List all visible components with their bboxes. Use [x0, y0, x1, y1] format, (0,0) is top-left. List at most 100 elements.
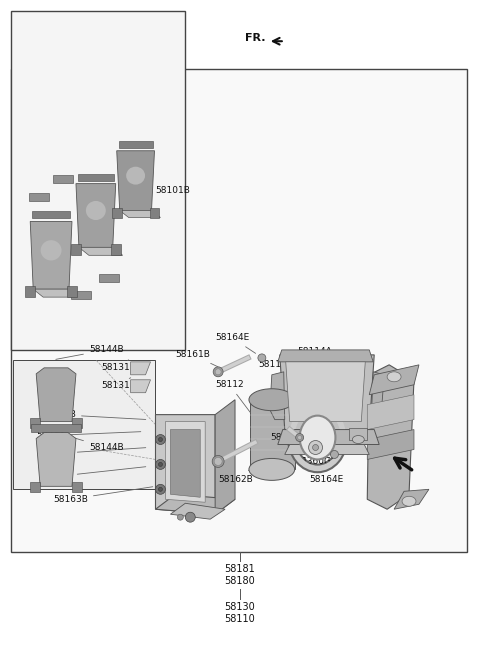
Circle shape: [158, 462, 162, 466]
Polygon shape: [33, 289, 79, 297]
Polygon shape: [120, 211, 160, 218]
Ellipse shape: [402, 497, 416, 506]
Ellipse shape: [300, 416, 336, 459]
Polygon shape: [13, 360, 156, 489]
Bar: [12, 11, 185, 350]
Ellipse shape: [249, 389, 295, 411]
Polygon shape: [131, 362, 151, 375]
Polygon shape: [36, 368, 76, 422]
Circle shape: [330, 451, 338, 459]
Polygon shape: [79, 247, 123, 255]
Polygon shape: [71, 244, 81, 255]
Polygon shape: [117, 151, 155, 211]
Polygon shape: [369, 372, 384, 420]
Circle shape: [212, 455, 224, 468]
Polygon shape: [131, 380, 151, 393]
Polygon shape: [156, 415, 215, 514]
Polygon shape: [166, 422, 205, 502]
Circle shape: [215, 369, 221, 375]
Polygon shape: [76, 184, 116, 247]
Circle shape: [213, 367, 223, 377]
Polygon shape: [367, 430, 414, 459]
Polygon shape: [53, 174, 73, 182]
Circle shape: [258, 354, 266, 362]
Polygon shape: [270, 372, 285, 420]
Circle shape: [158, 487, 162, 491]
Text: 58113: 58113: [258, 360, 293, 390]
Text: 58314: 58314: [36, 431, 141, 440]
Circle shape: [214, 457, 222, 465]
Text: 58163B: 58163B: [53, 487, 153, 504]
Ellipse shape: [41, 240, 61, 260]
Polygon shape: [71, 291, 91, 299]
Polygon shape: [349, 428, 367, 440]
Circle shape: [312, 445, 319, 451]
Polygon shape: [67, 286, 77, 297]
Bar: [12, 69, 467, 552]
Ellipse shape: [86, 201, 106, 220]
Circle shape: [185, 512, 195, 522]
Text: 1360GJ: 1360GJ: [301, 448, 334, 466]
Polygon shape: [367, 395, 414, 430]
Text: 58110: 58110: [225, 614, 255, 624]
Polygon shape: [286, 362, 365, 422]
Text: 58120: 58120: [43, 447, 146, 458]
Polygon shape: [99, 274, 119, 282]
Text: 58130: 58130: [225, 602, 255, 612]
Text: 58131: 58131: [101, 360, 130, 373]
Polygon shape: [72, 482, 82, 492]
Circle shape: [156, 434, 166, 445]
Polygon shape: [150, 207, 159, 218]
Polygon shape: [367, 365, 414, 509]
Ellipse shape: [352, 436, 364, 443]
Polygon shape: [29, 193, 49, 201]
Polygon shape: [280, 355, 374, 430]
Polygon shape: [278, 430, 379, 445]
Text: 58112: 58112: [215, 380, 250, 413]
Text: 58114A: 58114A: [298, 348, 357, 386]
Text: 58125: 58125: [43, 466, 146, 481]
Polygon shape: [285, 445, 369, 455]
Polygon shape: [78, 174, 114, 180]
Polygon shape: [112, 207, 122, 218]
Ellipse shape: [126, 167, 145, 184]
Text: 58131: 58131: [101, 378, 131, 390]
Text: 58180: 58180: [225, 576, 255, 586]
Text: 58162B: 58162B: [218, 461, 263, 484]
Circle shape: [296, 434, 304, 441]
Polygon shape: [278, 350, 373, 362]
Polygon shape: [31, 424, 81, 432]
Circle shape: [298, 436, 301, 440]
Ellipse shape: [249, 459, 295, 480]
Polygon shape: [32, 211, 70, 218]
Polygon shape: [119, 141, 153, 148]
Polygon shape: [111, 244, 120, 255]
Polygon shape: [394, 489, 429, 509]
Text: 58181: 58181: [225, 564, 255, 574]
Text: 58163B: 58163B: [41, 410, 146, 419]
Polygon shape: [30, 482, 40, 492]
Circle shape: [309, 441, 323, 455]
Polygon shape: [215, 400, 235, 514]
Text: 58164E: 58164E: [310, 457, 344, 484]
Polygon shape: [170, 503, 225, 519]
Text: FR.: FR.: [245, 33, 265, 43]
Polygon shape: [170, 430, 200, 497]
Polygon shape: [25, 286, 35, 297]
Text: 58164E: 58164E: [215, 333, 255, 354]
Circle shape: [178, 514, 183, 520]
Polygon shape: [369, 365, 419, 395]
Polygon shape: [30, 222, 72, 289]
Circle shape: [156, 484, 166, 494]
Polygon shape: [72, 418, 82, 428]
Circle shape: [158, 438, 162, 441]
Polygon shape: [36, 432, 76, 486]
Circle shape: [156, 459, 166, 470]
Text: 58161B: 58161B: [175, 350, 217, 367]
Text: 58144B: 58144B: [56, 432, 123, 452]
Text: 58144B: 58144B: [56, 346, 123, 359]
Text: 58151B: 58151B: [270, 432, 305, 442]
Polygon shape: [30, 418, 40, 428]
Polygon shape: [250, 400, 295, 470]
Polygon shape: [156, 494, 235, 514]
